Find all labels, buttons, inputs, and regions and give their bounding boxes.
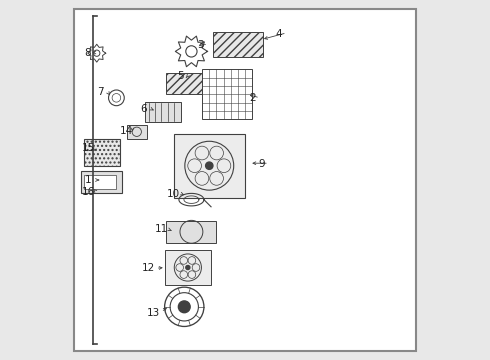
Text: 15: 15 [82, 143, 96, 153]
Bar [84, 175, 117, 189]
Text: 2: 2 [249, 93, 255, 103]
Text: 3: 3 [197, 40, 204, 50]
Text: 11: 11 [154, 224, 168, 234]
Text: 16: 16 [82, 187, 96, 197]
Circle shape [186, 265, 190, 270]
Text: 1: 1 [84, 175, 91, 185]
Text: 10: 10 [167, 189, 180, 199]
Text: 9: 9 [259, 159, 266, 169]
Text: 8: 8 [84, 48, 91, 58]
Bar [145, 102, 181, 122]
Bar [84, 139, 120, 166]
Bar [173, 134, 245, 198]
Text: 4: 4 [275, 28, 282, 39]
Bar [81, 171, 122, 193]
Text: 5: 5 [177, 71, 184, 81]
Bar [167, 73, 202, 94]
Bar [165, 249, 211, 285]
Bar [127, 125, 147, 139]
Text: 13: 13 [147, 308, 161, 318]
Text: 7: 7 [97, 87, 104, 98]
Bar [202, 69, 252, 119]
Bar [167, 221, 217, 243]
Text: 12: 12 [142, 263, 155, 273]
Circle shape [178, 301, 190, 313]
Text: 14: 14 [120, 126, 133, 136]
Bar [213, 32, 263, 57]
Circle shape [206, 162, 213, 169]
Text: 6: 6 [140, 104, 147, 113]
